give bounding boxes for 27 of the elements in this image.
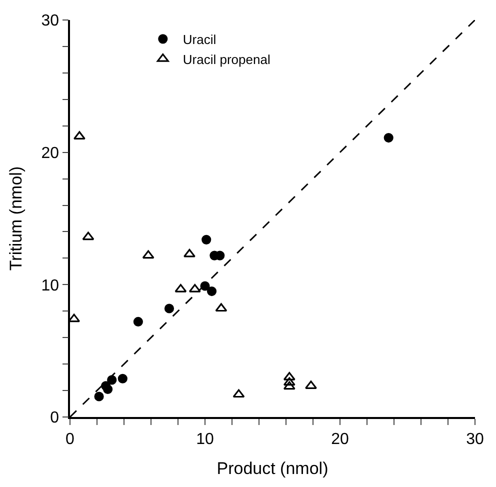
y-tick-label: 10 xyxy=(41,277,60,294)
point xyxy=(142,250,154,259)
point xyxy=(232,389,245,398)
point xyxy=(82,232,94,240)
point xyxy=(202,234,212,244)
point xyxy=(206,286,217,296)
x-tick-label: 30 xyxy=(466,430,484,448)
point xyxy=(133,316,143,327)
point xyxy=(94,392,104,402)
x-tick-label: 0 xyxy=(66,430,75,448)
point xyxy=(103,384,113,394)
x-tick-label: 10 xyxy=(196,430,214,448)
x-axis-title: Product (nmol) xyxy=(216,458,328,478)
y-tick-label: 30 xyxy=(41,12,60,30)
legend-label: Uracil xyxy=(182,32,216,47)
point xyxy=(283,381,296,390)
legend-label: Uracil propenal xyxy=(182,52,270,67)
point xyxy=(164,304,174,314)
point xyxy=(283,377,296,386)
point xyxy=(118,374,128,384)
point xyxy=(215,303,228,312)
x-tick-label: 20 xyxy=(331,430,349,448)
y-axis-title: Tritium (nmol) xyxy=(6,166,26,271)
y-tick-label: 20 xyxy=(41,144,60,162)
point xyxy=(183,248,196,258)
point xyxy=(384,132,394,143)
y-tick-label: 0 xyxy=(50,410,60,427)
